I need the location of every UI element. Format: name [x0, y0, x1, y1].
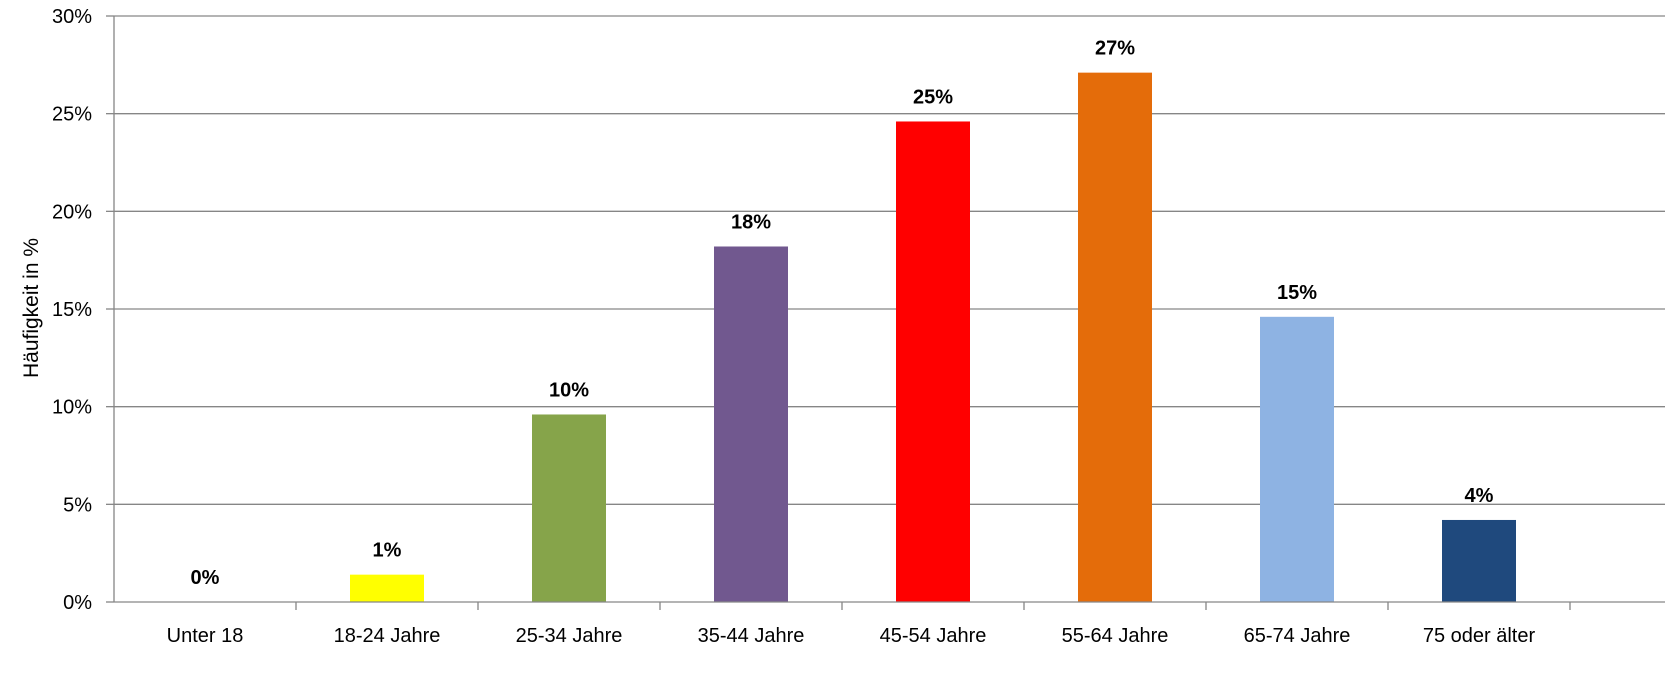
bar: [896, 121, 970, 602]
x-tick-label: 55-64 Jahre: [1062, 625, 1169, 647]
x-tick-label: 65-74 Jahre: [1244, 625, 1351, 647]
y-tick-label: 10%: [52, 397, 92, 419]
y-axis-title: Häufigkeit in %: [20, 238, 43, 378]
y-tick-label: 20%: [52, 201, 92, 223]
data-labels: 0% 1% 10% 18% 25% 27% 15% 4%: [191, 38, 1494, 589]
y-tick-label: 15%: [52, 299, 92, 321]
bar: [714, 246, 788, 602]
x-tick-label: 35-44 Jahre: [698, 625, 805, 647]
x-tick-label: 75 oder älter: [1423, 625, 1536, 647]
data-label: 1%: [373, 540, 402, 562]
y-tick-label: 0%: [63, 592, 92, 614]
axes: [106, 15, 1665, 610]
data-label: 0%: [191, 567, 220, 589]
x-tick-label: 45-54 Jahre: [880, 625, 987, 647]
bar: [1442, 519, 1516, 602]
y-tick-label: 25%: [52, 104, 92, 126]
bar: [532, 414, 606, 602]
bar: [350, 574, 424, 602]
y-tick-label: 5%: [63, 494, 92, 516]
x-tick-labels: Unter 18 18-24 Jahre 25-34 Jahre 35-44 Jahr…: [167, 625, 1536, 647]
data-label: 25%: [913, 86, 953, 108]
data-label: 27%: [1095, 38, 1135, 60]
x-tick-label: 18-24 Jahre: [334, 625, 441, 647]
data-label: 18%: [731, 211, 771, 233]
y-tick-label: 30%: [52, 6, 92, 28]
gridlines: [114, 15, 1665, 505]
x-tick-label: 25-34 Jahre: [516, 625, 623, 647]
data-label: 10%: [549, 379, 589, 401]
data-label: 4%: [1465, 485, 1494, 507]
bars: [350, 72, 1516, 602]
bar: [1260, 316, 1334, 602]
x-tick-label: Unter 18: [167, 625, 244, 647]
data-label: 15%: [1277, 282, 1317, 304]
y-tick-labels: 0% 5% 10% 15% 20% 25% 30%: [52, 6, 92, 614]
bar: [1078, 72, 1152, 602]
